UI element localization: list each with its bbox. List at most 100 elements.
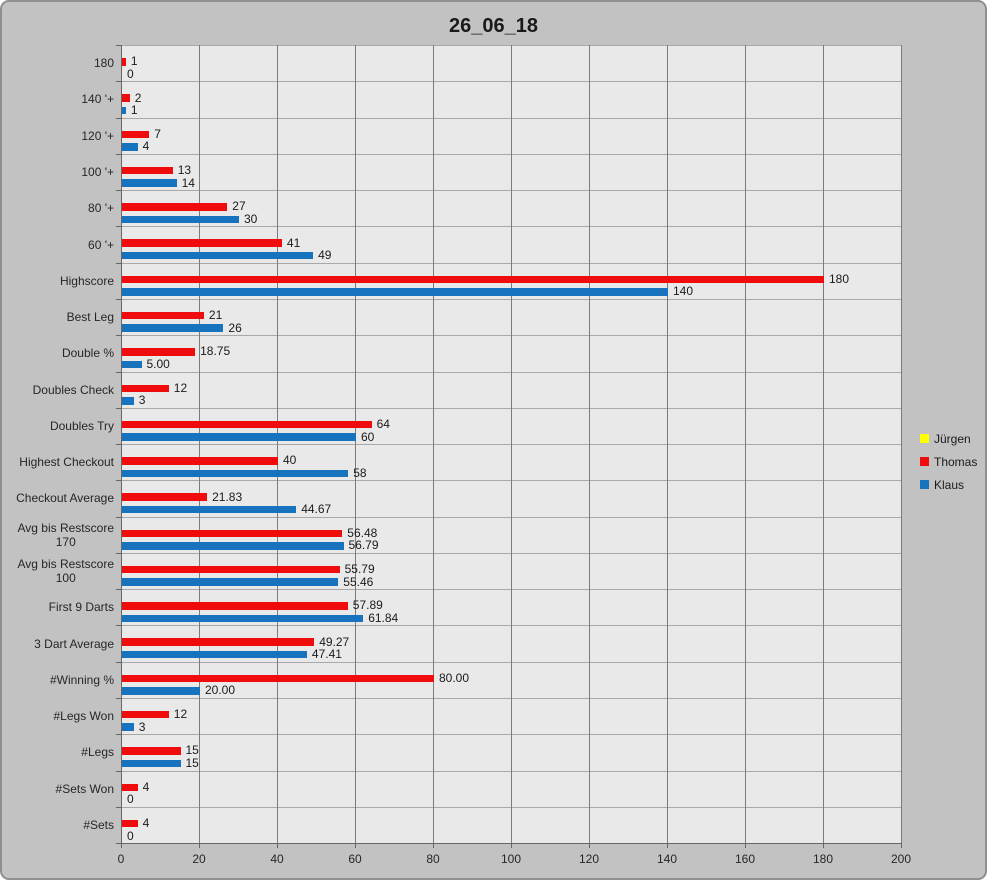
bar-klaus: [122, 143, 138, 151]
legend-label: Klaus: [934, 477, 965, 492]
bar-thomas: [122, 457, 278, 465]
vertical-gridline: [511, 45, 512, 843]
category-label-text: 60 '+: [88, 237, 114, 252]
bar-klaus: [122, 324, 224, 332]
chart-title: 26_06_18: [449, 15, 538, 37]
bar-value-label: 7: [154, 126, 161, 141]
bar-thomas: [122, 420, 372, 429]
bar-klaus: [122, 106, 126, 115]
x-axis-tick: [433, 843, 434, 848]
bar-value-label: 1: [130, 103, 138, 117]
y-axis-tick: [116, 262, 121, 264]
legend-label: Jürgen: [934, 431, 971, 446]
category-label: First 9 Darts: [2, 589, 114, 625]
bar-value-label: 13: [177, 163, 192, 178]
bar-value-label: 55.79: [344, 562, 375, 577]
vertical-gridline: [589, 45, 590, 843]
bar-thomas: [122, 166, 173, 175]
x-axis-tick-label: 60: [348, 852, 362, 866]
category-label-text: Doubles Try: [49, 418, 114, 433]
vertical-gridline: [433, 45, 434, 843]
category-label-text: First 9 Darts: [48, 600, 114, 615]
category-label-text: Avg bis Restscore 100: [17, 556, 115, 585]
bar-value-label: 140: [673, 284, 694, 299]
bar-value-label: 1: [130, 54, 138, 69]
category-label-text: 100 '+: [81, 164, 114, 179]
bar-klaus: [122, 215, 239, 224]
bar-value-label: 12: [173, 707, 188, 722]
vertical-gridline: [901, 45, 902, 843]
bar-thomas: [122, 638, 315, 646]
bar-thomas: [122, 493, 208, 501]
x-axis-tick: [667, 843, 668, 848]
y-axis-tick: [116, 81, 121, 83]
y-axis-tick: [116, 335, 121, 337]
x-axis-tick-label: 160: [734, 852, 756, 866]
bar-value-label: 21.83: [212, 489, 243, 504]
bar-value-label: 57.89: [352, 598, 383, 613]
bar-value-label: 14: [181, 175, 195, 190]
x-axis-tick-label: 140: [656, 852, 678, 866]
legend-swatch-icon: [920, 434, 929, 443]
category-label-text: 180: [93, 56, 114, 71]
category-label: Highest Checkout: [2, 444, 114, 480]
bar-value-label: 56.79: [348, 538, 379, 553]
bar-klaus: [122, 433, 356, 441]
bar-value-label: 60: [361, 429, 375, 444]
x-axis-tick-label: 100: [500, 852, 522, 866]
bar-value-label: 3: [138, 393, 146, 408]
x-axis-tick: [823, 843, 824, 848]
category-label-text: #Sets Won: [55, 781, 114, 796]
bar-value-label: 26: [228, 320, 242, 335]
x-axis-tick: [901, 843, 902, 848]
category-label: 80 '+: [2, 190, 114, 226]
bar-klaus: [122, 759, 181, 768]
x-axis-tick-label: 20: [192, 852, 206, 866]
category-label: Highscore: [2, 263, 114, 299]
x-axis-tick: [511, 843, 512, 848]
category-label-text: Double %: [61, 346, 114, 361]
legend-swatch-icon: [920, 457, 929, 466]
x-axis-tick-label: 120: [578, 852, 600, 866]
bar-value-label: 49: [318, 248, 332, 263]
bar-thomas: [122, 384, 169, 392]
category-label: Doubles Check: [2, 372, 114, 408]
bar-value-label: 2: [134, 90, 142, 105]
category-label-text: Checkout Average: [16, 491, 114, 506]
bar-thomas: [122, 529, 343, 537]
y-axis-tick: [116, 298, 121, 300]
bar-value-label: 15: [185, 743, 199, 758]
y-axis-tick: [116, 444, 121, 445]
category-label: Best Leg: [2, 299, 114, 335]
category-label: #Legs Won: [2, 698, 115, 734]
bar-value-label: 4: [142, 139, 150, 154]
y-axis-line: [121, 45, 122, 843]
bar-value-label: 55.46: [343, 574, 374, 589]
category-label: Doubles Try: [2, 408, 114, 444]
bar-value-label: 80.00: [439, 670, 470, 685]
bar-value-label: 4: [142, 816, 150, 830]
bar-klaus: [122, 397, 134, 405]
bar-thomas: [122, 203, 228, 211]
bar-thomas: [122, 819, 138, 828]
bar-value-label: 0: [127, 792, 134, 807]
x-axis-tick-label: 40: [270, 852, 284, 866]
bar-value-label: 56.48: [347, 525, 378, 540]
bar-thomas: [122, 275, 824, 284]
bar-value-label: 58: [353, 465, 367, 480]
category-label: 120 '+: [2, 118, 114, 154]
category-label: Avg bis Restscore 100: [2, 553, 115, 589]
vertical-gridline: [667, 45, 668, 843]
y-axis-tick: [116, 45, 121, 46]
y-axis-tick: [116, 625, 121, 627]
bar-klaus: [122, 288, 668, 296]
y-axis-tick: [116, 697, 121, 699]
bar-value-label: 49.27: [319, 634, 350, 649]
bar-value-label: 64: [376, 417, 390, 431]
category-label: #Sets: [2, 807, 114, 843]
y-axis-tick: [116, 371, 121, 373]
category-label-text: Doubles Check: [32, 382, 114, 397]
bar-value-label: 47.41: [311, 647, 342, 662]
category-label: #Winning %: [2, 662, 114, 698]
